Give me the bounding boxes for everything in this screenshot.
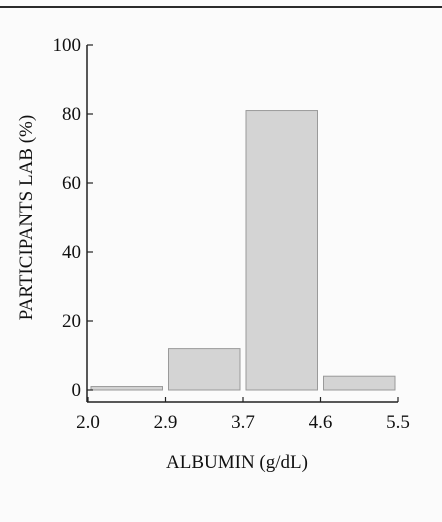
x-tick-label: 2.9: [154, 412, 178, 433]
y-tick-label: 20: [62, 311, 81, 332]
x-tick-label: 2.0: [76, 412, 100, 433]
y-ticks-group: 0 20 40 60 80 100: [53, 35, 93, 401]
y-tick-label: 40: [62, 242, 81, 263]
x-tick-label: 3.7: [231, 412, 255, 433]
top-rule: [0, 6, 442, 8]
y-tick-label: 100: [53, 35, 82, 56]
x-tick-label: 4.6: [309, 412, 333, 433]
bars-group: [90, 110, 396, 391]
y-axis-title: PARTICIPANTS LAB (%): [16, 115, 37, 320]
bar-4.6-5.5: [323, 375, 396, 391]
x-tick-label: 5.5: [386, 412, 410, 433]
bar-2.9-3.7: [168, 348, 241, 391]
y-tick-label: 0: [72, 380, 82, 401]
bar-2.0-2.9: [90, 386, 163, 391]
y-tick-label: 80: [62, 104, 81, 125]
x-axis-title: ALBUMIN (g/dL): [166, 452, 308, 473]
bar-3.7-4.6: [245, 110, 318, 391]
x-ticks-group: 2.0 2.9 3.7 4.6 5.5: [76, 397, 410, 433]
y-tick-label: 60: [62, 173, 81, 194]
